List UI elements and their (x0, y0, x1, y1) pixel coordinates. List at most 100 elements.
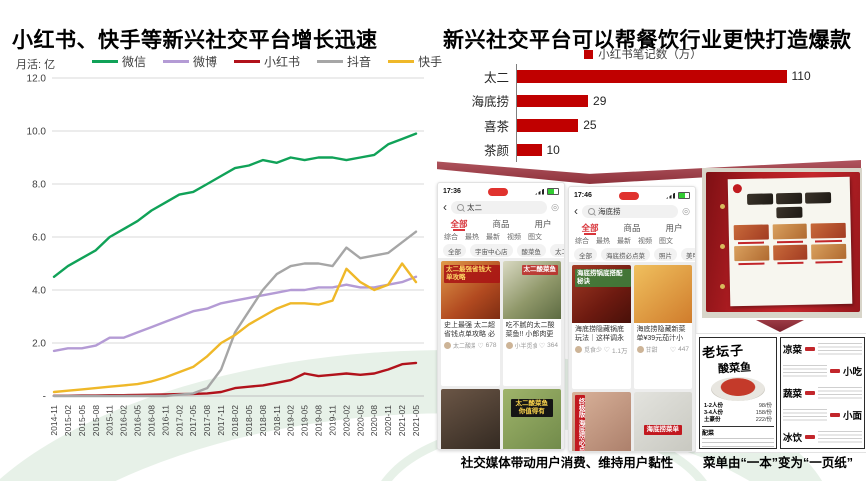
sushi-photos (741, 192, 838, 219)
filter-icon[interactable]: ◎ (682, 205, 690, 216)
line-chart-legend: 微信 微博 小红书 抖音 快手 (92, 53, 442, 70)
filter-最热[interactable]: 最热 (596, 238, 610, 245)
post-title: 吃不腻的太二酸菜鱼!! 小郎肉更是停不下… (505, 322, 555, 338)
photo-overlay-text: 太二最强省钱大单攻略 (444, 265, 500, 284)
filter-综合[interactable]: 综合 (444, 234, 458, 241)
search-input[interactable]: 海底捞 (582, 204, 679, 218)
tab-商品[interactable]: 商品 (492, 219, 510, 229)
back-icon[interactable]: ‹ (574, 204, 578, 218)
status-bar: 17:46 (569, 187, 695, 202)
like-icon[interactable]: ♡ (669, 346, 677, 354)
bar-category-label: 太二 (483, 70, 509, 85)
filter-图文[interactable]: 图文 (528, 234, 542, 241)
bar-海底捞 (517, 94, 589, 107)
filter-最新[interactable]: 最新 (617, 238, 631, 245)
right-title: 新兴社交平台可以帮餐饮行业更快打造爆款 (443, 29, 852, 53)
restaurant-logo (732, 183, 742, 194)
bar-category-label: 海底捞 (471, 95, 509, 110)
binder-ring (720, 244, 725, 249)
like-icon[interactable]: ♡ (603, 346, 610, 354)
filter-icon[interactable]: ◎ (551, 201, 559, 212)
result-tabs: 全部 商品 用户 (438, 216, 564, 231)
tab-商品[interactable]: 商品 (623, 223, 641, 233)
sort-filter-row: 综合 最热 最新 视频 图文 (569, 235, 695, 247)
recording-badge (618, 191, 639, 200)
x-tick-label: 2016-02 (119, 405, 129, 436)
filter-综合[interactable]: 综合 (575, 238, 589, 245)
filter-最新[interactable]: 最新 (486, 234, 500, 241)
chip-酸菜鱼[interactable]: 酸菜鱼 (516, 244, 546, 257)
feed-grid: 海底捞锅底搭配秘诀海底捞隐藏锅底玩法｜这样调永远不会出错觅食少女♡1.1万海底捞… (569, 262, 695, 451)
bar-chart-legend: 小红书笔记数（万） (433, 46, 853, 62)
tab-全部[interactable]: 全部 (569, 220, 611, 235)
chip-太二家[interactable]: 太二家 (550, 244, 564, 257)
chip-宇宙中心店[interactable]: 宇宙中心店 (470, 244, 513, 257)
tab-用户[interactable]: 用户 (534, 219, 552, 229)
line-微博 (52, 275, 418, 353)
feed-card[interactable]: 终极版 海底捞必点早知道 (572, 391, 631, 451)
feed-card[interactable]: 海底捞隐藏新菜单¥39元茄汁小龙虾盖饭!! 甘甜 ♡447 (633, 265, 693, 389)
x-tick-label: 2015-05 (77, 405, 87, 436)
xiaohongshu-screenshot-haidilao: 17:46 ‹ 海底捞 ◎ 全部 商品 用户 综合 最热 最新 视频 图文 全部 海底捞必点菜… (568, 186, 696, 452)
post-photo (441, 388, 500, 449)
menu-section-小吃: 小吃 (783, 362, 862, 380)
y-tick-label: 12.0 (27, 74, 47, 85)
post-photo (633, 265, 692, 323)
x-tick-label: 2017-05 (188, 405, 198, 436)
bar-track: 25 (516, 113, 859, 138)
filter-视频[interactable]: 视频 (507, 234, 521, 241)
chip-美甲[interactable]: 美甲 (681, 248, 695, 261)
post-footer: 太二酸菜鱼♡678 (441, 339, 500, 352)
photo-overlay-text: 海底捞锅底搭配秘诀 (575, 269, 631, 288)
photo-overlay-text: 海底捞菜单 (643, 425, 682, 436)
filter-图文[interactable]: 图文 (659, 238, 673, 245)
post-title: 海底捞隐藏新菜单¥39元茄汁小龙虾盖饭!! (636, 326, 686, 342)
feed-card[interactable] (441, 388, 500, 449)
x-tick-label: 2019-08 (314, 405, 324, 436)
bar-喜茶 (517, 119, 579, 132)
left-caption: 社交媒体带动用户消费、维持用户黏性 (460, 456, 674, 470)
status-time: 17:36 (443, 188, 461, 195)
x-tick-label: 2020-08 (369, 405, 379, 436)
menu-section-header: 冰饮 (783, 433, 803, 444)
line-抖音 (52, 230, 418, 398)
x-tick-label: 2016-05 (133, 405, 143, 436)
search-input[interactable]: 太二 (451, 200, 548, 214)
filter-视频[interactable]: 视频 (638, 238, 652, 245)
x-tick-label: 2017-11 (216, 405, 226, 436)
x-tick-label: 2018-05 (244, 405, 254, 436)
back-icon[interactable]: ‹ (443, 200, 447, 214)
post-title: 史上最强 太二超省钱点单攻略 必点!! (444, 322, 495, 338)
tab-全部[interactable]: 全部 (438, 216, 480, 231)
feed-card[interactable]: 海底捞菜单 (633, 391, 692, 451)
post-title: 海底捞隐藏锅底玩法｜这样调永远不会出错 (575, 326, 624, 342)
y-tick-label: 8.0 (32, 180, 46, 191)
menu-section-蔬菜: 蔬菜 (783, 384, 862, 402)
dish-photos (733, 222, 847, 262)
chip-照片[interactable]: 照片 (654, 248, 677, 261)
filter-最热[interactable]: 最热 (465, 234, 479, 241)
menu-section-header: 蔬菜 (783, 389, 803, 400)
avatar (505, 342, 513, 349)
like-icon[interactable]: ♡ (477, 342, 484, 350)
x-tick-label: 2020-05 (355, 405, 365, 436)
chip-海底捞必点菜[interactable]: 海底捞必点菜 (601, 248, 650, 261)
chip-全部[interactable]: 全部 (443, 244, 466, 257)
x-tick-label: 2015-08 (91, 405, 101, 436)
xiaohongshu-screenshot-taier: 17:36 ‹ 太二 ◎ 全部 商品 用户 综合 最热 最新 视频 图文 全部 宇宙中心店 酸菜… (437, 182, 565, 450)
post-photo: 终极版 海底捞必点早知道 (572, 391, 631, 451)
menu-item-lines (818, 343, 862, 355)
tab-用户[interactable]: 用户 (665, 223, 683, 233)
bar-row: 茶颜 10 (445, 137, 859, 162)
bar-category-label: 喜茶 (483, 119, 509, 134)
post-footer: 甘甜 ♡ 447 (634, 343, 693, 356)
like-icon[interactable]: ♡ (538, 342, 546, 350)
legend-swatch (234, 59, 261, 64)
side-dish-header: 配菜 (702, 426, 774, 437)
chip-全部[interactable]: 全部 (574, 248, 597, 261)
feed-card[interactable]: 太二酸菜鱼你值得有 (502, 388, 561, 449)
bar-row: 海底捞 29 (445, 88, 859, 113)
